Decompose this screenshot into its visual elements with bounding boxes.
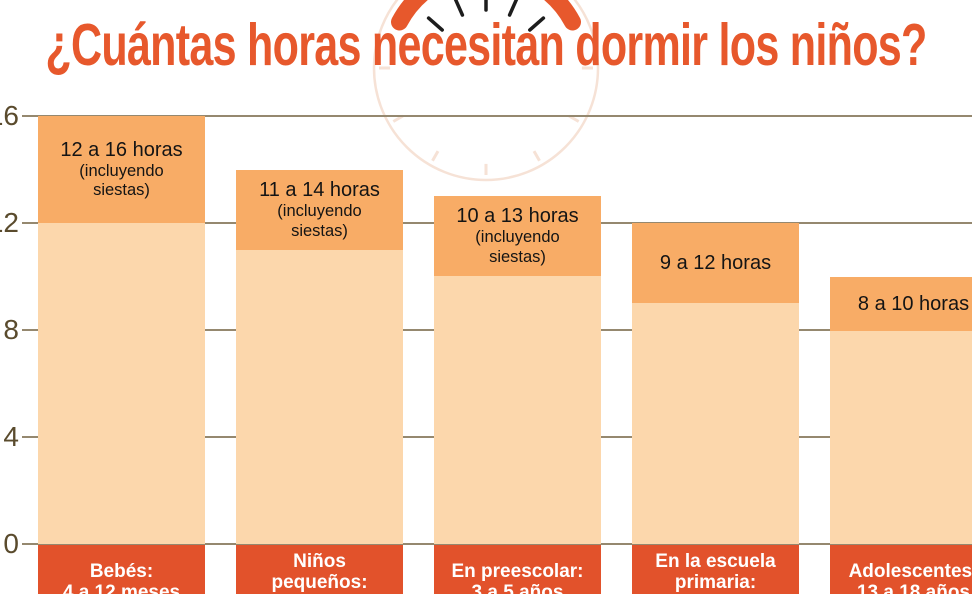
bar-adolescentes-body bbox=[830, 331, 972, 544]
category-label-line2: primaria: bbox=[674, 572, 757, 593]
range-label: 12 a 16 horas bbox=[60, 138, 183, 161]
bar-preescolar-category-band: En preescolar: 3 a 5 años bbox=[434, 545, 601, 594]
bar-adolescentes-category-band: Adolescentes: 13 a 18 años bbox=[830, 545, 972, 594]
y-tick-0: 0 bbox=[3, 528, 19, 559]
bar-preescolar-range-band: 10 a 13 horas (incluyendo siestas) bbox=[434, 196, 601, 276]
bar-bebes-body bbox=[38, 223, 205, 544]
y-tick-16: 16 bbox=[0, 100, 19, 131]
range-note: (incluyendo siestas) bbox=[79, 161, 164, 200]
range-note: (incluyendo siestas) bbox=[475, 228, 560, 266]
bar-ninos-pequenos-category-band: Niños pequeños: bbox=[236, 545, 403, 594]
category-label: Niños bbox=[293, 551, 346, 572]
category-label: Adolescentes: bbox=[848, 561, 972, 582]
category-label: Bebés: bbox=[89, 561, 154, 582]
bar-adolescentes-range-band: 8 a 10 horas bbox=[830, 277, 972, 331]
y-tick-4: 4 bbox=[3, 421, 19, 452]
bar-escuela-primaria-category-band: En la escuela primaria: bbox=[632, 545, 799, 594]
bar-bebes-range-band: 12 a 16 horas (incluyendo siestas) bbox=[38, 116, 205, 223]
page-title: ¿Cuántas horas necesitan dormir los niño… bbox=[45, 12, 927, 78]
bar-preescolar-body bbox=[434, 276, 601, 544]
range-label: 9 a 12 horas bbox=[659, 251, 772, 274]
category-age: 13 a 18 años bbox=[856, 582, 971, 594]
category-label: En la escuela bbox=[655, 551, 776, 572]
category-age: 4 a 12 meses bbox=[62, 582, 181, 594]
range-note: (incluyendo siestas) bbox=[277, 202, 362, 240]
range-label: 10 a 13 horas bbox=[456, 205, 579, 227]
bar-escuela-primaria-range-band: 9 a 12 horas bbox=[632, 223, 799, 303]
bar-bebes-category-band: Bebés: 4 a 12 meses bbox=[38, 545, 205, 594]
range-label: 8 a 10 horas bbox=[857, 292, 970, 315]
range-label: 11 a 14 horas bbox=[259, 179, 380, 201]
category-label-line2: pequeños: bbox=[271, 572, 368, 593]
category-age: 3 a 5 años bbox=[471, 582, 564, 594]
bar-ninos-pequenos-body bbox=[236, 250, 403, 544]
bar-ninos-pequenos-range-band: 11 a 14 horas (incluyendo siestas) bbox=[236, 170, 403, 250]
gridline-0 bbox=[22, 543, 972, 545]
y-tick-8: 8 bbox=[3, 314, 19, 345]
bar-escuela-primaria-body bbox=[632, 303, 799, 544]
y-tick-12: 12 bbox=[0, 207, 19, 238]
category-label: En preescolar: bbox=[451, 561, 584, 582]
